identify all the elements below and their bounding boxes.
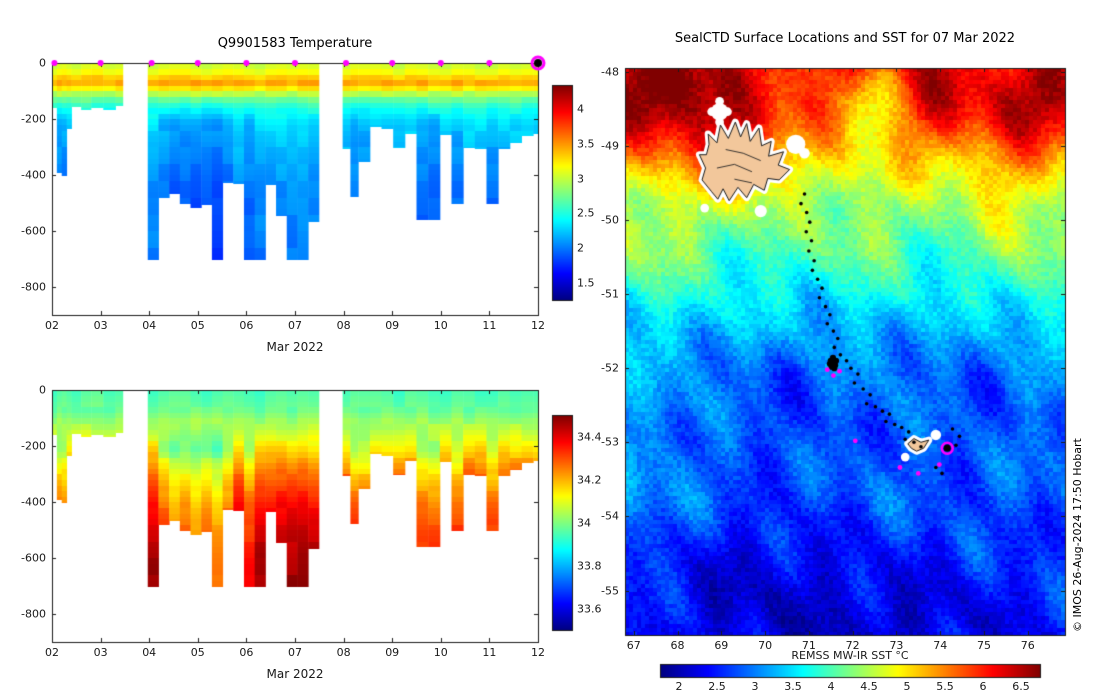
salinity-x-tick: 07	[288, 646, 302, 659]
salinity-xaxis-label: Mar 2022	[266, 667, 324, 681]
map-x-tick: 70	[758, 639, 773, 652]
salinity-colorbar-tick: 34.4	[577, 430, 602, 443]
salinity-x-tick: 08	[336, 646, 351, 659]
map-x-tick: 73	[889, 639, 904, 652]
temperature-y-tick: -400	[21, 168, 46, 182]
salinity-y-tick: -600	[21, 551, 46, 565]
salinity-y-tick: -800	[21, 607, 46, 621]
salinity-x-tick: 03	[93, 646, 108, 659]
salinity-x-tick: 05	[190, 646, 205, 659]
temperature-x-tick: 12	[531, 319, 545, 332]
temperature-colorbar-tick: 2	[577, 241, 584, 255]
salinity-x-tick: 11	[482, 646, 497, 659]
temperature-x-tick: 06	[239, 319, 254, 332]
temperature-colorbar-tick: 1.5	[577, 276, 595, 290]
map-x-tick: 67	[626, 639, 641, 652]
map-y-tick: -53	[601, 435, 619, 449]
temperature-y-tick: -200	[21, 112, 46, 126]
sst-colorbar-tick: 6.5	[1012, 680, 1030, 693]
salinity-colorbar-tick: 34	[577, 516, 591, 529]
temperature-x-tick: 04	[142, 319, 157, 332]
temperature-x-tick: 08	[336, 319, 351, 332]
salinity-colorbar-tick: 33.6	[577, 602, 602, 615]
imos-credit-text: © IMOS 26-Aug-2024 17:50 Hobart	[1071, 438, 1084, 632]
map-y-tick: -54	[601, 509, 619, 523]
temperature-x-tick: 02	[45, 319, 59, 332]
map-x-tick: 75	[977, 639, 991, 652]
map-y-tick: -49	[601, 139, 619, 153]
map-y-tick: -51	[601, 287, 619, 301]
map-x-tick: 76	[1020, 639, 1035, 652]
temperature-colorbar-tick: 3	[577, 172, 584, 186]
temperature-x-tick: 05	[190, 319, 205, 332]
sst-colorbar-tick: 5	[903, 680, 911, 693]
temperature-colorbar-tick: 2.5	[577, 206, 595, 220]
salinity-x-tick: 06	[239, 646, 254, 659]
sst-colorbar-tick: 3.5	[784, 680, 802, 693]
map-x-tick: 68	[670, 639, 685, 652]
temperature-x-tick: 07	[288, 319, 302, 332]
salinity-x-tick: 04	[142, 646, 157, 659]
sst-colorbar-tick: 6	[979, 680, 987, 693]
sst-colorbar-tick: 4	[827, 680, 835, 693]
temperature-x-tick: 03	[93, 319, 108, 332]
temperature-y-tick: -600	[21, 224, 46, 238]
temperature-x-tick: 10	[433, 319, 448, 332]
temperature-colorbar-tick: 4	[577, 102, 584, 116]
salinity-colorbar-tick: 33.8	[577, 559, 602, 572]
salinity-x-tick: 09	[385, 646, 400, 659]
salinity-y-tick: 0	[39, 383, 46, 397]
salinity-colorbar-tick: 34.2	[577, 473, 602, 486]
map-y-tick: -50	[601, 213, 619, 227]
salinity-x-tick: 02	[45, 646, 59, 659]
map-y-tick: -48	[601, 65, 619, 79]
map-x-tick: 69	[714, 639, 729, 652]
sst-colorbar-tick: 3	[751, 680, 759, 693]
temperature-x-tick: 09	[385, 319, 400, 332]
map-x-tick: 74	[933, 639, 948, 652]
map-y-tick: -52	[601, 361, 619, 375]
sst-colorbar-tick: 5.5	[936, 680, 954, 693]
sst-colorbar-tick: 4.5	[860, 680, 878, 693]
temperature-colorbar-tick: 3.5	[577, 137, 595, 151]
salinity-x-tick: 10	[433, 646, 448, 659]
salinity-y-tick: -400	[21, 495, 46, 509]
salinity-x-tick: 12	[531, 646, 545, 659]
temperature-y-tick: -800	[21, 280, 46, 294]
sst-colorbar-tick: 2	[675, 680, 683, 693]
salinity-y-tick: -200	[21, 439, 46, 453]
map-title: SealCTD Surface Locations and SST for 07…	[674, 31, 1016, 46]
sst-colorbar-label: REMSS MW-IR SST °C	[791, 649, 909, 662]
temperature-x-tick: 11	[482, 319, 497, 332]
temperature-xaxis-label: Mar 2022	[266, 340, 324, 354]
sst-colorbar-tick: 2.5	[708, 680, 726, 693]
temperature-plot-title: Q9901583 Temperature	[217, 36, 373, 51]
map-x-tick: 72	[845, 639, 860, 652]
temperature-y-tick: 0	[39, 56, 46, 70]
map-x-tick: 71	[801, 639, 816, 652]
map-y-tick: -55	[601, 584, 619, 598]
